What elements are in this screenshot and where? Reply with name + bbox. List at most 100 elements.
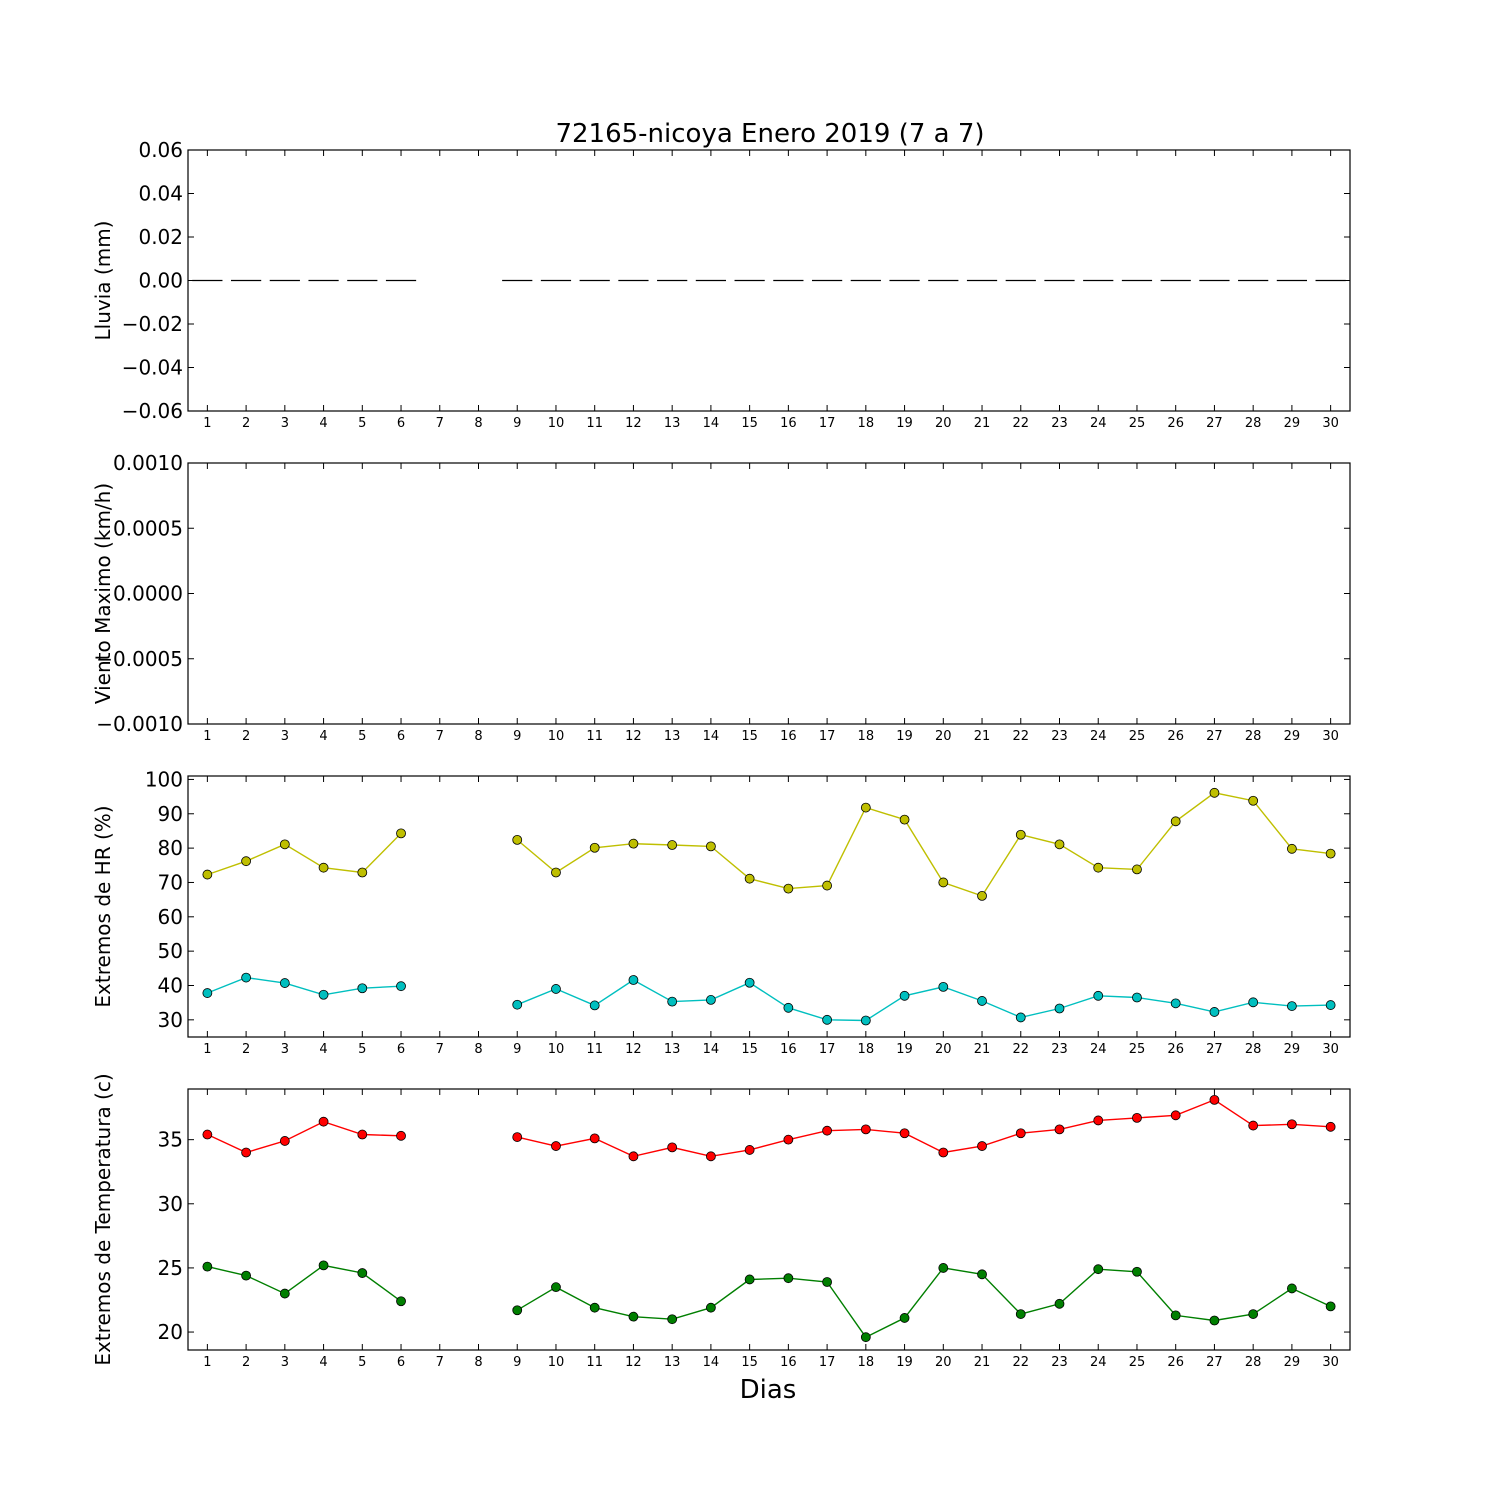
x-tick-label-temperatura: 20: [935, 1355, 952, 1370]
x-tick-label-viento: 23: [1051, 729, 1068, 744]
x-tick-label-temperatura: 28: [1245, 1355, 1262, 1370]
data-point-humedad-1: [202, 988, 213, 998]
x-tick-label-viento: 29: [1284, 729, 1301, 744]
data-point-humedad-0: [783, 883, 794, 894]
x-tick-label-lluvia: 9: [513, 416, 521, 431]
x-tick-label-viento: 27: [1206, 729, 1223, 744]
data-point-temperatura-0: [1015, 1128, 1026, 1139]
x-tick-label-temperatura: 7: [436, 1355, 444, 1370]
x-tick-label-viento: 13: [664, 729, 681, 744]
data-point-temperatura-0: [822, 1125, 832, 1136]
x-tick-label-lluvia: 6: [397, 416, 405, 431]
y-tick-label-viento: −0.0010: [96, 712, 183, 736]
data-point-humedad-1: [1093, 990, 1104, 1001]
y-tick-label-humedad: 40: [158, 973, 183, 997]
figure-title: 72165-nicoya Enero 2019 (7 a 7): [555, 119, 984, 149]
data-point-temperatura-1: [551, 1282, 561, 1293]
data-point-temperatura-1: [822, 1277, 832, 1287]
plot-frame-humedad: [187, 775, 1351, 1038]
x-tick-label-temperatura: 26: [1167, 1355, 1184, 1370]
y-tick-label-humedad: 70: [158, 870, 183, 894]
y-tick-label-temperatura: 20: [158, 1320, 183, 1344]
x-tick-label-lluvia: 16: [780, 416, 797, 431]
data-point-temperatura-0: [396, 1130, 406, 1141]
series-line-temperatura-1: [516, 1267, 1331, 1339]
data-point-humedad-1: [1325, 1000, 1336, 1010]
x-tick-label-humedad: 27: [1206, 1042, 1223, 1057]
x-tick-label-viento: 24: [1090, 729, 1107, 744]
data-point-humedad-0: [241, 856, 252, 867]
data-point-temperatura-0: [202, 1129, 213, 1140]
x-tick-label-lluvia: 8: [474, 416, 482, 431]
series-line-humedad-1: [516, 979, 1331, 1022]
data-point-temperatura-1: [512, 1305, 523, 1316]
data-point-humedad-0: [1209, 787, 1220, 798]
y-tick-label-lluvia: 0.00: [138, 269, 183, 293]
x-tick-label-humedad: 16: [780, 1042, 797, 1057]
x-tick-label-temperatura: 9: [513, 1355, 521, 1370]
data-point-temperatura-1: [1054, 1298, 1065, 1309]
data-point-humedad-0: [977, 890, 987, 901]
x-tick-label-lluvia: 29: [1284, 416, 1301, 431]
data-point-temperatura-1: [1170, 1310, 1181, 1321]
panels: 0.060.040.020.00−0.02−0.04−0.061 2 3 4 5 6 7 8 9…: [91, 138, 1351, 1370]
x-tick-label-viento: 3: [281, 729, 289, 744]
x-tick-label-viento: 28: [1245, 729, 1262, 744]
x-tick-label-viento: 9: [513, 729, 521, 744]
data-point-temperatura-1: [241, 1270, 252, 1281]
x-tick-label-lluvia: 11: [586, 416, 603, 431]
data-point-temperatura-1: [899, 1313, 910, 1323]
x-tick-label-temperatura: 30: [1322, 1355, 1339, 1370]
y-axis-label-viento: Viento Maximo (km/h): [91, 483, 115, 704]
x-tick-label-temperatura: 18: [858, 1355, 875, 1370]
x-tick-label-humedad: 20: [935, 1042, 952, 1057]
x-tick-label-temperatura: 25: [1129, 1355, 1146, 1370]
x-tick-label-viento: 7: [436, 729, 444, 744]
data-point-temperatura-1: [628, 1311, 639, 1322]
x-tick-label-humedad: 8: [474, 1042, 482, 1057]
x-tick-label-humedad: 17: [819, 1042, 836, 1057]
data-point-humedad-0: [628, 838, 639, 849]
y-tick-label-viento: −0.0005: [96, 647, 183, 671]
data-point-humedad-0: [706, 841, 716, 852]
data-point-humedad-1: [1287, 1001, 1297, 1011]
data-point-temperatura-1: [1093, 1264, 1104, 1275]
data-point-humedad-0: [279, 839, 290, 850]
x-tick-label-viento: 10: [548, 729, 565, 744]
data-point-humedad-1: [977, 996, 987, 1006]
y-tick-label-lluvia: −0.06: [122, 399, 183, 423]
x-tick-label-humedad: 15: [741, 1042, 758, 1057]
y-tick-label-lluvia: 0.02: [138, 225, 183, 249]
x-tick-label-lluvia: 23: [1051, 416, 1068, 431]
data-point-temperatura-0: [667, 1142, 678, 1153]
x-tick-label-humedad: 22: [1012, 1042, 1029, 1057]
series-line-humedad-1: [207, 976, 402, 996]
x-tick-label-temperatura: 21: [974, 1355, 991, 1370]
x-tick-label-viento: 16: [780, 729, 797, 744]
data-point-temperatura-1: [744, 1274, 755, 1285]
data-point-temperatura-0: [1054, 1124, 1065, 1135]
data-point-temperatura-0: [860, 1124, 871, 1135]
x-tick-label-humedad: 5: [358, 1042, 366, 1057]
x-tick-label-lluvia: 24: [1090, 416, 1107, 431]
y-tick-label-humedad: 80: [158, 836, 183, 860]
x-tick-label-temperatura: 17: [819, 1355, 836, 1370]
x-tick-label-lluvia: 21: [974, 416, 991, 431]
x-tick-label-humedad: 21: [974, 1042, 991, 1057]
x-tick-label-temperatura: 13: [664, 1355, 681, 1370]
data-point-humedad-0: [357, 867, 368, 878]
data-point-temperatura-0: [628, 1151, 639, 1162]
x-tick-label-lluvia: 1: [203, 416, 211, 431]
x-tick-label-humedad: 19: [896, 1042, 913, 1057]
x-tick-label-temperatura: 22: [1012, 1355, 1029, 1370]
x-tick-label-temperatura: 23: [1051, 1355, 1068, 1370]
x-tick-label-humedad: 9: [513, 1042, 521, 1057]
data-point-humedad-0: [1015, 829, 1026, 840]
x-tick-label-viento: 6: [397, 729, 405, 744]
x-tick-label-humedad: 26: [1167, 1042, 1184, 1057]
y-tick-label-temperatura: 35: [158, 1128, 183, 1152]
x-tick-label-lluvia: 13: [664, 416, 681, 431]
x-tick-label-viento: 8: [474, 729, 482, 744]
data-point-humedad-0: [860, 802, 871, 813]
